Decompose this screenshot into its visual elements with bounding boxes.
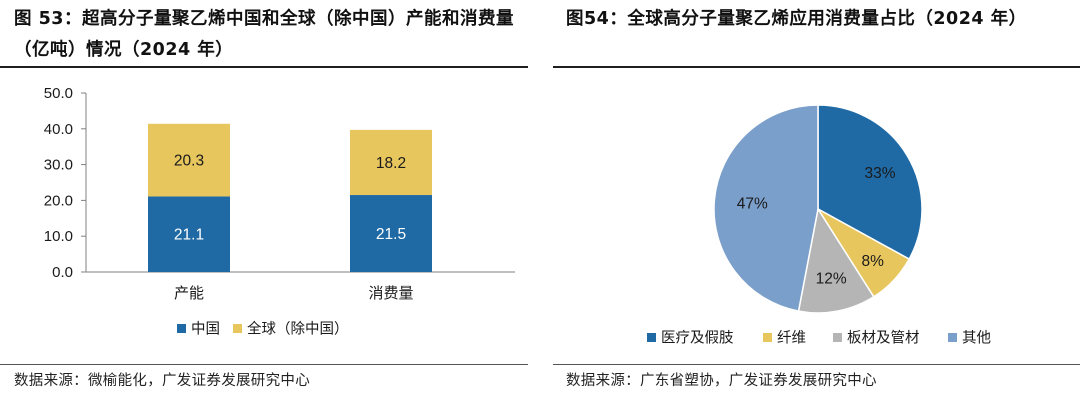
stacked-bar-chart: 0.0 10.0 20.0 30.0 40.0 50.0 21.1 20.3 产能 21.5 18.… xyxy=(44,85,515,338)
right-chart-title: 图54：全球高分子量聚乙烯应用消费量占比（2024 年） xyxy=(566,9,1027,29)
legend-swatch xyxy=(177,324,186,333)
left-source-note: 数据来源：微榆能化，广发证券发展研究中心 xyxy=(14,373,310,389)
y-tick-label: 50.0 xyxy=(44,85,73,102)
pie-chart: 33% 8% 12% 47% 医疗及假肢 纤维 板材及管材 其他 xyxy=(647,104,991,347)
legend-label: 医疗及假肢 xyxy=(661,330,734,347)
bar-data-label: 20.3 xyxy=(174,153,204,170)
right-source-rule xyxy=(553,364,1080,365)
legend-swatch xyxy=(763,333,772,342)
pie-slice xyxy=(713,104,819,313)
legend-label: 板材及管材 xyxy=(847,329,920,347)
pie-slice xyxy=(797,206,875,314)
pie-data-label: 33% xyxy=(864,165,895,182)
pie-data-label: 8% xyxy=(861,253,884,270)
left-chart-title: 图 53：超高分子量聚乙烯中国和全球（除中国）产能和消费量（亿吨）情况（2024… xyxy=(14,9,514,60)
legend-swatch xyxy=(647,333,656,342)
pie-legend: 医疗及假肢 纤维 板材及管材 其他 xyxy=(647,329,991,347)
bar-data-label: 21.5 xyxy=(376,226,406,243)
bar-data-label: 21.1 xyxy=(174,227,204,244)
x-category-label: 产能 xyxy=(174,285,204,302)
pie-slice xyxy=(817,104,923,261)
x-category-label: 消费量 xyxy=(368,285,413,302)
bar-segment xyxy=(148,196,230,272)
right-source-note: 数据来源：广东省塑协，广发证券发展研究中心 xyxy=(566,373,877,389)
bar-legend: 中国 全球（除中国） xyxy=(177,320,349,338)
right-title-rule xyxy=(553,66,1080,68)
bar-segment xyxy=(350,195,432,272)
bar-segment xyxy=(350,129,432,196)
left-source-rule xyxy=(0,364,528,365)
legend-label: 纤维 xyxy=(777,330,806,347)
legend-label: 全球（除中国） xyxy=(247,320,349,338)
y-tick-label: 30.0 xyxy=(44,157,73,174)
left-title-rule xyxy=(0,66,528,68)
legend-swatch xyxy=(948,333,957,342)
legend-swatch xyxy=(233,324,242,333)
legend-swatch xyxy=(833,333,842,342)
legend-label: 中国 xyxy=(191,321,220,338)
pie-data-label: 47% xyxy=(737,195,768,212)
bar-data-label: 18.2 xyxy=(376,155,406,172)
legend-label: 其他 xyxy=(962,330,991,347)
y-tick-label: 0.0 xyxy=(52,264,73,281)
left-chart-panel: 图 53：超高分子量聚乙烯中国和全球（除中国）产能和消费量（亿吨）情况（2024… xyxy=(0,0,528,403)
right-chart-panel: 图54：全球高分子量聚乙烯应用消费量占比（2024 年） 33% 8% 12% 47%… xyxy=(553,0,1080,403)
y-tick-label: 40.0 xyxy=(44,121,73,138)
y-tick-label: 10.0 xyxy=(44,228,73,245)
bar-segment xyxy=(148,123,230,197)
y-tick-label: 20.0 xyxy=(44,192,73,209)
pie-data-label: 12% xyxy=(816,270,847,287)
